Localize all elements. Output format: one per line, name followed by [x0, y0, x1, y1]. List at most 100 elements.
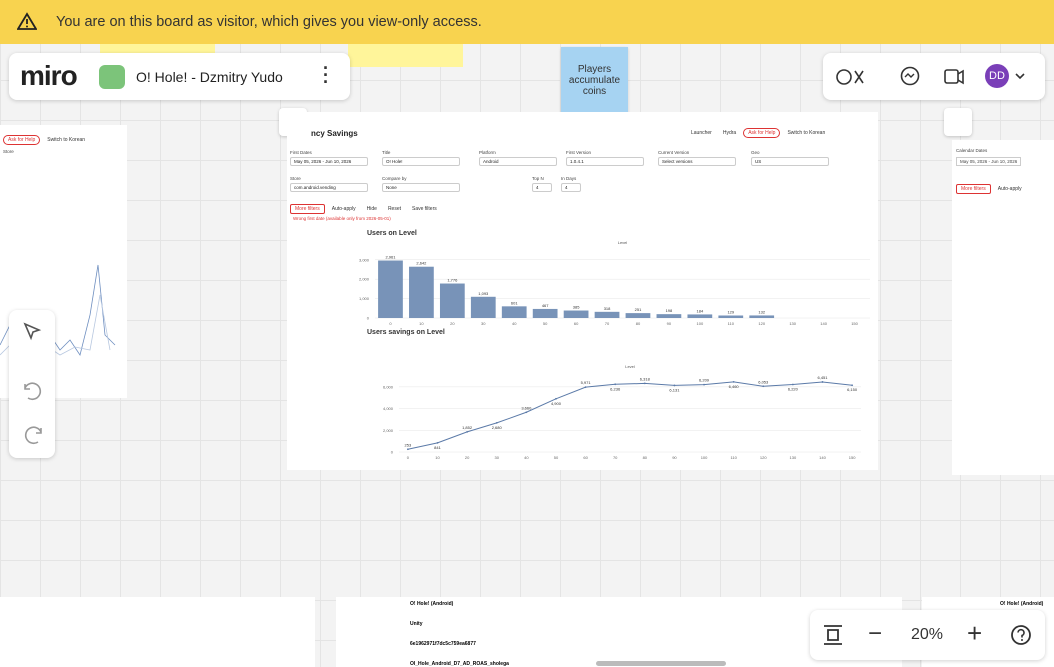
filter[interactable]: First Version 1.0.4.1: [566, 150, 644, 166]
filter[interactable]: Title O! Hole!: [382, 150, 460, 166]
chart-title: Users savings on Level: [367, 329, 445, 336]
filter-value: 4: [561, 183, 581, 192]
x-tick-label: 40: [512, 321, 517, 326]
filter-label: First Dates: [290, 150, 312, 155]
point: [673, 384, 676, 387]
x-tick-label: 120: [758, 321, 765, 326]
help-button[interactable]: Ask for Help: [743, 128, 781, 138]
filter-value: Android: [479, 157, 557, 166]
menu-button[interactable]: · · ·: [323, 58, 329, 92]
help-button[interactable]: [1010, 624, 1032, 646]
visitor-banner: You are on this board as visitor, which …: [0, 0, 1054, 44]
x-tick-label: 130: [789, 321, 796, 326]
more-filters[interactable]: More filters: [956, 184, 991, 194]
lang-button[interactable]: Switch to Korean: [47, 137, 86, 143]
x-tick-label: 10: [419, 321, 424, 326]
app-icon: [944, 108, 972, 136]
filter[interactable]: Geo US: [751, 150, 829, 166]
y-tick-label: 0: [367, 316, 370, 321]
y-tick-label: 3,000: [359, 257, 370, 262]
y-tick-label: 4,000: [383, 406, 394, 411]
x-tick-label: 50: [543, 321, 548, 326]
filter[interactable]: Store com.android.vending: [290, 176, 368, 192]
bar: [439, 283, 465, 318]
auto-apply[interactable]: Auto-apply: [331, 206, 356, 212]
filter-value: Select versions: [658, 157, 736, 166]
row-text: OI_Hole_Android_D7_AD_ROAS_sholega: [410, 661, 509, 667]
user-avatar[interactable]: DD: [985, 64, 1009, 88]
zoom-out[interactable]: −: [868, 620, 883, 647]
x-tick-label: 100: [701, 455, 708, 460]
row-text: 6e1962971f7dc5c759ea6877: [410, 641, 476, 647]
fit-button[interactable]: [822, 624, 846, 646]
bar: [563, 310, 589, 318]
filter-label: Top N: [532, 176, 544, 181]
row-text: Unity: [410, 621, 423, 627]
x-tick-label: 70: [613, 455, 618, 460]
x-tick-label: 30: [495, 455, 500, 460]
x-tick-label: 70: [605, 321, 610, 326]
banner-text: You are on this board as visitor, which …: [56, 14, 482, 30]
data-label: 1,776: [447, 278, 458, 283]
point: [643, 382, 646, 385]
help-button[interactable]: Ask for Help: [3, 135, 41, 145]
point: [791, 383, 794, 386]
filter-label: First Version: [566, 150, 592, 155]
auto-apply[interactable]: Auto-apply: [997, 186, 1022, 192]
x-tick-label: 80: [636, 321, 641, 326]
data-label: 5,971: [581, 380, 592, 385]
save-filters[interactable]: Save filters: [412, 206, 437, 212]
filter-label: Geo: [751, 150, 760, 155]
data-label: 3,660: [521, 405, 532, 410]
filter[interactable]: Top N 4: [532, 176, 552, 192]
x-tick-label: 20: [465, 455, 470, 460]
filter[interactable]: First Dates May 05, 2026 - Jun 10, 2026: [290, 150, 368, 166]
zoom-toolbar: − 20% +: [810, 610, 1045, 660]
x-tick-label: 30: [481, 321, 486, 326]
bar: [594, 311, 620, 318]
filter-label: Store: [3, 149, 14, 154]
reset-button[interactable]: Reset: [387, 206, 401, 212]
hide-button[interactable]: Hide: [366, 206, 377, 212]
data-label: 318: [604, 306, 611, 311]
x-tick-label: 60: [574, 321, 579, 326]
filter[interactable]: Compare by None: [382, 176, 460, 192]
bar: [409, 266, 434, 318]
miro-logo[interactable]: miro: [20, 60, 78, 91]
bar: [687, 314, 713, 318]
data-label: 184: [697, 308, 704, 313]
data-label: 132: [758, 309, 765, 314]
point: [466, 430, 469, 433]
toolbar-icons[interactable]: [835, 65, 1025, 89]
sticky-text: Players accumulate coins: [568, 64, 621, 97]
point: [762, 385, 765, 388]
filter[interactable]: Platform Android: [479, 150, 557, 166]
collab-toolbar: DD: [823, 53, 1045, 100]
x-tick-label: 0: [407, 455, 410, 460]
hydra-button[interactable]: Hydra: [722, 130, 737, 136]
data-label: 1,093: [478, 291, 489, 296]
lang-button[interactable]: Switch to Korean: [787, 130, 826, 136]
zoom-in[interactable]: +: [967, 618, 983, 648]
launcher-button[interactable]: Launcher: [691, 130, 712, 136]
bottom-card: [0, 597, 315, 667]
x-tick-label: 90: [672, 455, 677, 460]
left-toolbar: [9, 310, 55, 458]
bar: [625, 313, 651, 318]
data-label: 467: [542, 303, 549, 308]
filter-value: None: [382, 183, 460, 192]
toolbar-icons[interactable]: [9, 310, 55, 458]
filter[interactable]: Current Version Select versions: [658, 150, 736, 166]
scrollbar[interactable]: [596, 661, 726, 666]
filter-label: Title: [382, 150, 391, 155]
filter[interactable]: In Days 4: [561, 176, 581, 192]
more-filters[interactable]: More filters: [290, 204, 325, 214]
y-tick-label: 2,000: [359, 277, 370, 282]
point: [495, 422, 498, 424]
filter-label: Calendar Dates: [956, 148, 988, 153]
x-tick-label: 110: [728, 321, 735, 326]
zoom-level: 20%: [911, 626, 944, 643]
filter-value: US: [751, 157, 829, 166]
board-title[interactable]: O! Hole! - Dzmitry Yudo: [136, 69, 283, 85]
filter-value: May 05, 2026 - Jun 10, 2026: [290, 157, 368, 166]
